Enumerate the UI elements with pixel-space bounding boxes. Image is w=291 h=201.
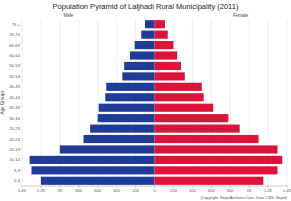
tick-label: 200 xyxy=(132,188,139,193)
category-label: 35-39 xyxy=(9,105,20,110)
bar xyxy=(31,166,154,174)
tick-label: 800 xyxy=(75,188,82,193)
bar xyxy=(141,31,154,39)
bar xyxy=(60,145,155,153)
category-label: 0-4 xyxy=(14,178,21,183)
bars xyxy=(30,20,283,185)
category-label: 25-29 xyxy=(9,126,20,131)
bar xyxy=(155,104,214,112)
category-label: 5-9 xyxy=(14,168,21,173)
tick-label: 1.2K xyxy=(264,188,273,193)
bar xyxy=(155,72,185,80)
category-label: 20-24 xyxy=(9,137,20,142)
bar xyxy=(155,166,278,174)
bar xyxy=(124,62,154,70)
bar xyxy=(90,125,154,133)
side-label: Male xyxy=(63,13,73,18)
title: Population Pyramid of Laljhadi Rural Mun… xyxy=(53,2,239,11)
category-label: 40-44 xyxy=(9,95,20,100)
bar xyxy=(98,114,155,122)
bar xyxy=(155,135,259,143)
category-label: 10-14 xyxy=(9,157,20,162)
tick-label: 800 xyxy=(227,188,234,193)
bar xyxy=(41,177,155,185)
tick-label: 400 xyxy=(189,188,196,193)
bar xyxy=(145,20,154,28)
grid-line xyxy=(287,19,288,186)
category-label: 60-64 xyxy=(9,53,20,58)
category-label: 50-54 xyxy=(9,74,20,79)
bar xyxy=(30,156,155,164)
y-axis-label: Age Groups xyxy=(0,90,5,115)
bar xyxy=(99,104,155,112)
tick-label: 200 xyxy=(170,188,177,193)
bar xyxy=(106,83,154,91)
bar xyxy=(155,62,182,70)
tick-label: 1.4K xyxy=(18,188,27,193)
tick-label: 1.4K xyxy=(283,188,291,193)
grid xyxy=(22,19,287,188)
tick-label: 0 xyxy=(153,188,156,193)
grid-line xyxy=(22,19,23,186)
category-label: 55-59 xyxy=(9,63,20,68)
bar xyxy=(155,20,165,28)
bar xyxy=(155,51,178,59)
tick-label: 1.2K xyxy=(37,188,46,193)
tick-label: 400 xyxy=(113,188,120,193)
category-label: 30-34 xyxy=(9,116,20,121)
category-label: 45-49 xyxy=(9,84,20,89)
bar xyxy=(155,125,240,133)
bar xyxy=(155,145,278,153)
bar xyxy=(84,135,155,143)
annotation: (Copyright: NepalArchives.Com. Data: CBS… xyxy=(200,196,287,200)
bar xyxy=(155,31,168,39)
category-label: 70-74 xyxy=(9,32,20,37)
bar xyxy=(105,93,154,101)
bar xyxy=(155,83,202,91)
bar xyxy=(155,114,229,122)
category-label: 75 + xyxy=(12,22,21,27)
chart: Population Pyramid of Laljhadi Rural Mun… xyxy=(0,0,291,201)
side-label: Female xyxy=(233,13,249,18)
tick-label: 1K xyxy=(247,188,252,193)
x-axis xyxy=(22,186,287,187)
bar xyxy=(155,41,174,49)
bar xyxy=(155,93,204,101)
tick-label: 600 xyxy=(94,188,101,193)
category-label: 15-19 xyxy=(9,147,20,152)
bar xyxy=(130,51,155,59)
bar xyxy=(135,41,155,49)
tick-label: 600 xyxy=(208,188,215,193)
bar xyxy=(122,72,154,80)
bar xyxy=(155,177,264,185)
category-label: 65-69 xyxy=(9,43,20,48)
tick-label: 1K xyxy=(57,188,62,193)
bar xyxy=(155,156,283,164)
